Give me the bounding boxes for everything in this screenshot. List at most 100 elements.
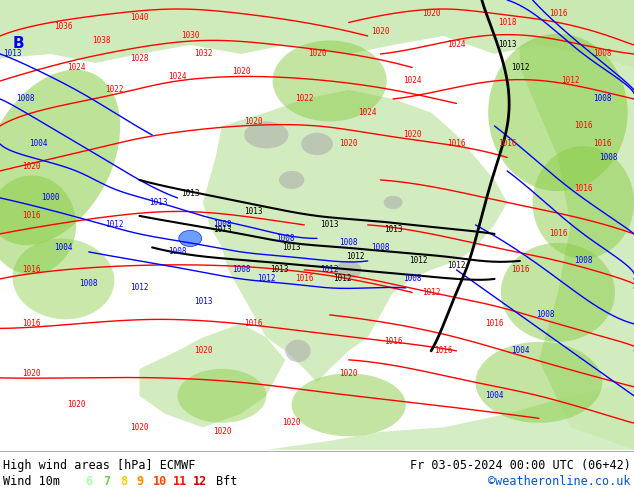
Text: 1013: 1013 (384, 225, 403, 234)
Text: 1008: 1008 (16, 95, 35, 103)
Text: 1012: 1012 (130, 283, 149, 293)
Text: 1012: 1012 (320, 266, 339, 274)
Text: 1020: 1020 (403, 130, 422, 140)
Text: 1016: 1016 (548, 9, 567, 18)
Text: 1008: 1008 (339, 239, 358, 247)
Ellipse shape (336, 261, 361, 279)
Text: 1008: 1008 (276, 234, 295, 243)
Text: 1013: 1013 (181, 189, 200, 198)
Text: 1016: 1016 (574, 122, 593, 130)
Text: 1020: 1020 (231, 68, 250, 76)
Text: 1008: 1008 (231, 266, 250, 274)
Polygon shape (520, 0, 634, 450)
Text: 1020: 1020 (339, 140, 358, 148)
Text: 1040: 1040 (130, 14, 149, 23)
Text: 1024: 1024 (403, 76, 422, 85)
Text: 1016: 1016 (244, 319, 263, 328)
Text: 1030: 1030 (181, 31, 200, 41)
Text: 1020: 1020 (422, 9, 441, 18)
Text: 9: 9 (136, 475, 143, 488)
Text: High wind areas [hPa] ECMWF: High wind areas [hPa] ECMWF (3, 459, 195, 472)
Text: 1013: 1013 (149, 198, 168, 207)
Text: 1020: 1020 (212, 427, 231, 436)
Text: 1016: 1016 (498, 140, 517, 148)
Text: 1036: 1036 (54, 23, 73, 31)
Text: 1013: 1013 (320, 220, 339, 229)
Text: 1004: 1004 (485, 392, 504, 400)
Ellipse shape (244, 122, 288, 148)
Text: 1024: 1024 (358, 108, 377, 117)
Text: 1016: 1016 (485, 319, 504, 328)
Text: 1012: 1012 (561, 76, 580, 85)
Text: 1018: 1018 (498, 18, 517, 27)
Text: B: B (13, 36, 24, 51)
Text: 1020: 1020 (339, 369, 358, 378)
Ellipse shape (501, 243, 615, 342)
Text: 1008: 1008 (593, 49, 612, 58)
Text: 1004: 1004 (510, 346, 529, 355)
Text: 1008: 1008 (403, 274, 422, 283)
Text: 1024: 1024 (67, 63, 86, 72)
Text: 1012: 1012 (333, 274, 352, 283)
Text: Bft: Bft (216, 475, 237, 488)
Text: 1016: 1016 (22, 211, 41, 220)
Text: 1012: 1012 (422, 288, 441, 297)
Circle shape (179, 230, 202, 246)
Text: 1020: 1020 (307, 49, 327, 58)
Text: 1022: 1022 (295, 95, 314, 103)
Polygon shape (139, 324, 285, 427)
Text: 1016: 1016 (434, 346, 453, 355)
Ellipse shape (273, 41, 387, 122)
Text: 1012: 1012 (510, 63, 529, 72)
Text: Wind 10m: Wind 10m (3, 475, 60, 488)
Text: 1020: 1020 (371, 27, 390, 36)
Text: 1016: 1016 (22, 319, 41, 328)
Text: 1013: 1013 (244, 207, 263, 216)
Ellipse shape (0, 175, 76, 274)
Text: 1016: 1016 (574, 184, 593, 194)
Ellipse shape (476, 342, 602, 423)
Text: 1024: 1024 (168, 72, 187, 81)
Text: 1020: 1020 (130, 423, 149, 432)
Text: 1032: 1032 (193, 49, 212, 58)
Text: 1016: 1016 (447, 140, 466, 148)
Text: 1020: 1020 (22, 369, 41, 378)
Text: 1020: 1020 (22, 162, 41, 171)
Text: 1012: 1012 (105, 220, 124, 229)
Text: 1008: 1008 (599, 153, 618, 162)
Text: 1028: 1028 (130, 54, 149, 63)
Ellipse shape (533, 146, 634, 259)
Text: 1004: 1004 (29, 140, 48, 148)
Ellipse shape (13, 239, 114, 319)
Text: 1013: 1013 (269, 266, 288, 274)
Text: 1012: 1012 (447, 261, 466, 270)
Text: 10: 10 (153, 475, 167, 488)
Text: 6: 6 (86, 475, 93, 488)
Ellipse shape (488, 34, 628, 191)
Text: 1013: 1013 (498, 41, 517, 49)
Polygon shape (0, 0, 634, 68)
Text: 1016: 1016 (22, 266, 41, 274)
Text: 1016: 1016 (295, 274, 314, 283)
Text: 1024: 1024 (447, 41, 466, 49)
Text: 1008: 1008 (536, 310, 555, 319)
Ellipse shape (178, 369, 266, 423)
Text: Fr 03-05-2024 00:00 UTC (06+42): Fr 03-05-2024 00:00 UTC (06+42) (410, 459, 631, 472)
Ellipse shape (384, 196, 403, 209)
Ellipse shape (0, 70, 120, 245)
Text: 1000: 1000 (41, 194, 60, 202)
Text: 1013: 1013 (212, 225, 231, 234)
Text: 1013: 1013 (193, 297, 212, 306)
Ellipse shape (301, 133, 333, 155)
Text: 1022: 1022 (105, 85, 124, 95)
Text: 12: 12 (193, 475, 207, 488)
Ellipse shape (285, 340, 311, 362)
Text: 1008: 1008 (212, 220, 231, 229)
Text: 1008: 1008 (79, 279, 98, 288)
Ellipse shape (292, 373, 406, 436)
Text: 1008: 1008 (593, 95, 612, 103)
Text: 1012: 1012 (346, 252, 365, 261)
Text: 1016: 1016 (548, 229, 567, 239)
Text: 8: 8 (120, 475, 127, 488)
Polygon shape (203, 90, 507, 382)
